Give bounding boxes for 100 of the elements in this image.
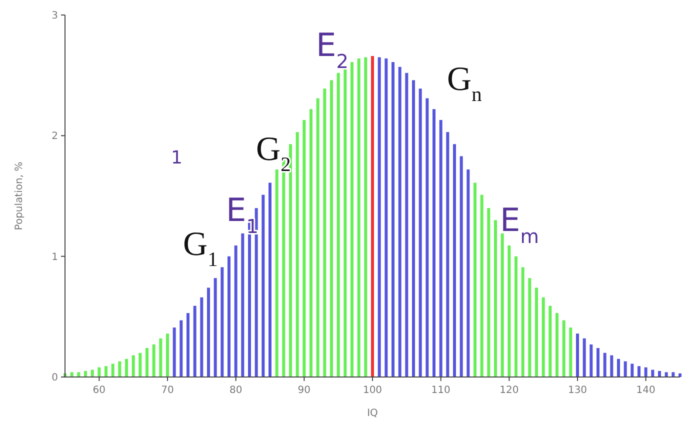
bar	[617, 358, 620, 377]
annotation: G$_{n}$	[447, 60, 482, 106]
y-tick-label: 3	[52, 10, 58, 22]
bar	[432, 109, 436, 377]
bar	[186, 313, 190, 377]
y-tick-label: 1	[52, 252, 58, 263]
bar	[412, 80, 415, 377]
bar	[378, 57, 381, 377]
bar	[323, 88, 326, 377]
bar	[172, 328, 176, 377]
bar	[446, 132, 450, 377]
bar	[384, 58, 388, 377]
bar	[460, 156, 463, 377]
annotation: G$_{1}$	[183, 226, 218, 271]
bar	[610, 355, 614, 377]
bar	[316, 98, 320, 377]
bar	[535, 288, 538, 377]
bar	[138, 352, 142, 377]
annotation: G$_{2}$	[256, 130, 291, 176]
bar	[77, 372, 80, 377]
bar	[658, 370, 661, 377]
bar	[514, 256, 518, 377]
bar	[70, 372, 74, 377]
bar	[576, 334, 579, 377]
bar	[350, 62, 354, 377]
bar	[234, 245, 238, 377]
y-axis-title: Population, %	[14, 162, 25, 230]
annotation: E$_{m}$	[500, 201, 539, 248]
y-tick-label: 0	[52, 372, 58, 384]
bar	[590, 344, 593, 377]
bar	[228, 256, 230, 377]
x-tick-label: 130	[568, 385, 588, 396]
bar	[118, 361, 122, 377]
bar	[603, 352, 606, 377]
bar	[146, 348, 148, 377]
x-tick-label: 80	[229, 385, 242, 396]
bar	[336, 72, 340, 377]
bar	[466, 169, 470, 377]
bar	[474, 182, 476, 377]
bar	[125, 358, 128, 377]
bar	[418, 88, 422, 377]
bar	[556, 313, 558, 377]
bar	[371, 56, 374, 377]
x-tick-label: 90	[298, 385, 311, 396]
bar	[651, 370, 654, 377]
bar	[166, 334, 169, 377]
bar	[500, 233, 504, 377]
bar	[90, 370, 94, 377]
bar	[364, 57, 368, 377]
bar	[200, 297, 204, 377]
bar	[262, 194, 265, 377]
bar	[548, 306, 552, 377]
bar	[638, 366, 640, 377]
bar	[453, 144, 456, 377]
bar	[528, 278, 532, 377]
bar	[207, 288, 210, 377]
bar	[521, 267, 524, 377]
bar	[508, 245, 511, 377]
bar	[111, 364, 114, 377]
bar	[487, 208, 490, 377]
bar	[220, 267, 224, 377]
bar	[159, 338, 162, 377]
bar	[624, 361, 627, 377]
x-tick-label: 140	[636, 385, 656, 396]
bar	[296, 132, 299, 377]
x-tick-label: 70	[161, 385, 174, 396]
x-tick-label: 120	[500, 385, 519, 396]
x-tick-label: 100	[362, 385, 382, 396]
x-tick-label: 110	[431, 385, 450, 396]
bar	[630, 364, 634, 377]
y-tick-label: 2	[52, 131, 58, 142]
bar	[480, 194, 484, 377]
annotation: E$_{2}$	[316, 26, 348, 73]
bar	[241, 233, 244, 377]
x-axis-title: IQ	[367, 408, 378, 419]
bar	[330, 80, 333, 377]
bar	[193, 306, 196, 377]
bar	[104, 366, 108, 377]
bar	[180, 320, 183, 377]
x-tick-label: 60	[92, 385, 106, 396]
bar	[152, 344, 156, 377]
bar	[494, 220, 497, 377]
bar	[98, 367, 101, 377]
bar	[562, 320, 566, 377]
bar	[310, 109, 312, 377]
bar	[644, 367, 648, 377]
bar	[426, 98, 429, 377]
bar	[439, 120, 442, 377]
bar	[275, 169, 278, 377]
bar	[596, 348, 600, 377]
bar	[569, 328, 572, 377]
bar	[405, 72, 408, 377]
bar	[392, 62, 394, 377]
annotation: 1	[171, 147, 182, 168]
bar	[678, 373, 682, 377]
bar	[398, 66, 402, 377]
bar	[664, 372, 668, 377]
bar	[132, 355, 135, 377]
bar	[357, 58, 360, 377]
bar	[672, 372, 675, 377]
